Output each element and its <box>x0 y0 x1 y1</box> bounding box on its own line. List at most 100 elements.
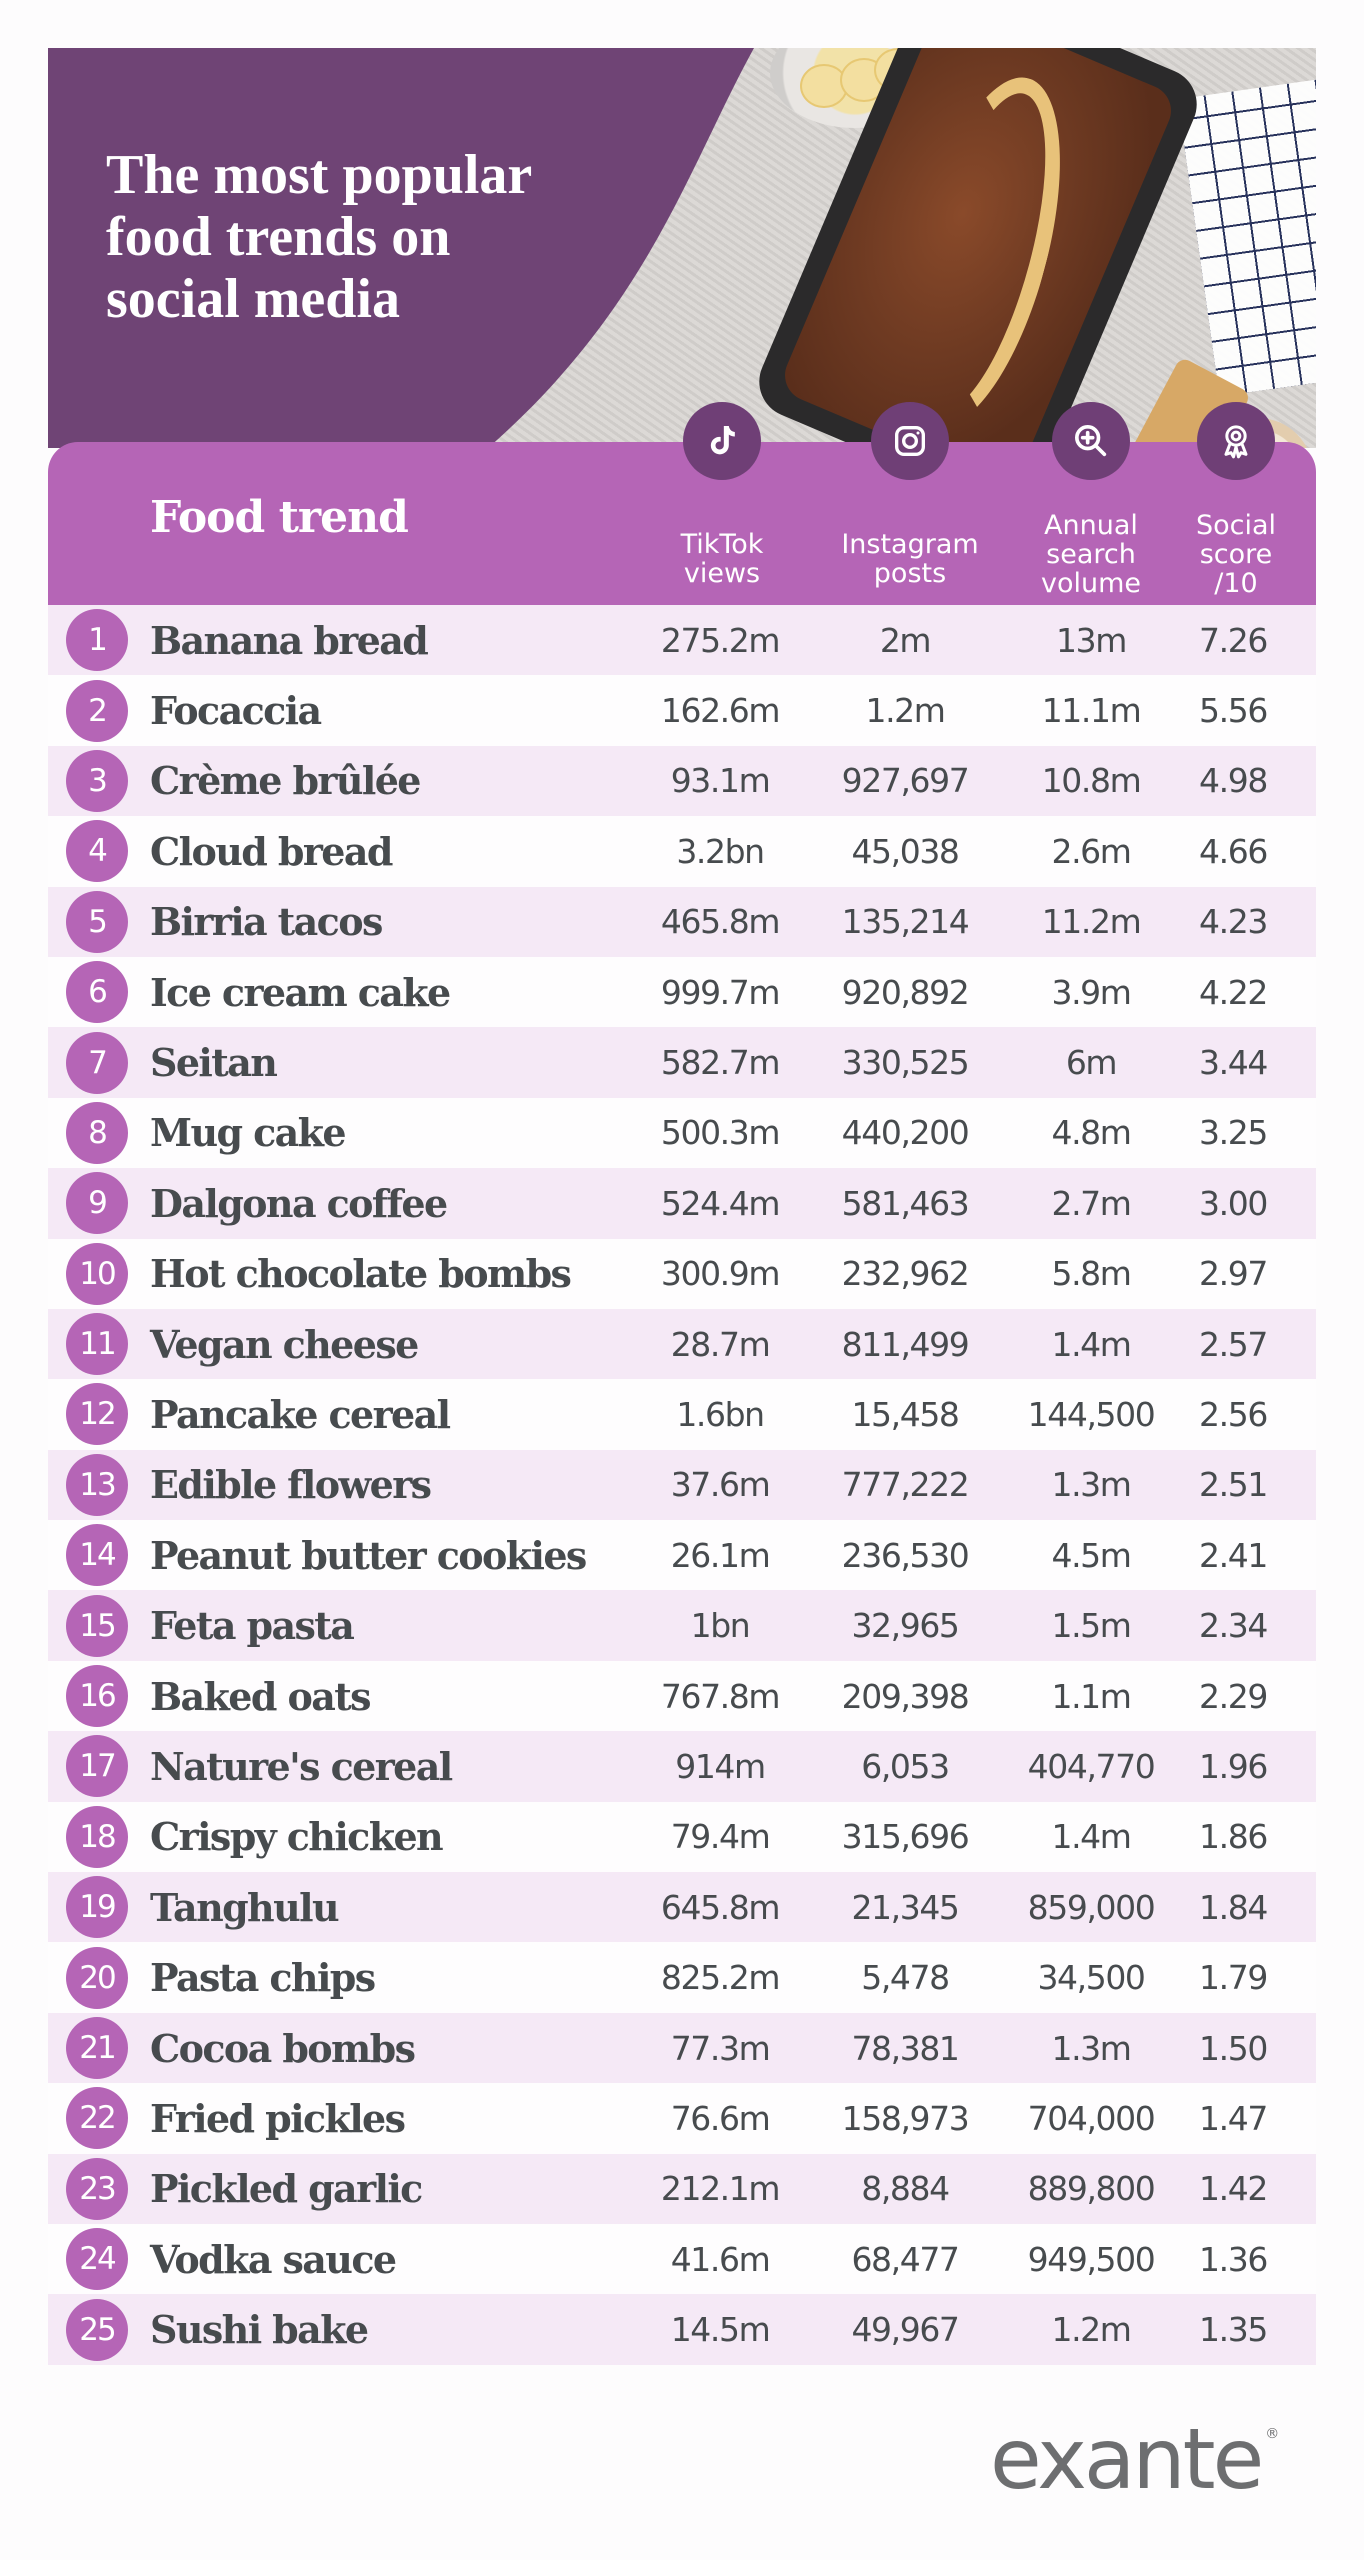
annual-search-volume: 859,000 <box>1027 1887 1156 1927</box>
tiktok-views: 524.4m <box>660 1183 781 1223</box>
rank-badge: 2 <box>66 679 128 742</box>
table-row: 17 Nature's cereal 914m 6,053 404,770 1.96 <box>48 1731 1316 1802</box>
award-rosette-icon <box>1197 402 1275 480</box>
food-trend-name: Crispy chicken <box>150 1814 444 1860</box>
food-trend-name: Edible flowers <box>150 1462 432 1508</box>
annual-search-volume: 1.4m <box>1051 1324 1131 1364</box>
annual-search-volume: 144,500 <box>1027 1394 1156 1434</box>
rank-badge: 21 <box>66 2017 128 2079</box>
table-row: 18 Crispy chicken 79.4m 315,696 1.4m 1.86 <box>48 1801 1316 1873</box>
instagram-posts: 68,477 <box>851 2239 959 2279</box>
table-row: 16 Baked oats 767.8m 209,398 1.1m 2.29 <box>48 1660 1316 1732</box>
hero-banner: The most popular food trends on social m… <box>48 48 1316 448</box>
rank-badge: 23 <box>66 2157 128 2220</box>
tiktok-views: 999.7m <box>660 972 781 1012</box>
tiktok-views: 1.6bn <box>676 1394 765 1434</box>
rank-badge: 13 <box>66 1453 128 1516</box>
header-line: Annual <box>1044 510 1138 541</box>
rank-badge: 6 <box>66 961 128 1024</box>
rank-badge: 25 <box>66 2298 128 2361</box>
tiktok-views: 26.1m <box>670 1535 771 1575</box>
food-trend-name: Vodka sauce <box>150 2236 397 2282</box>
social-score: 2.51 <box>1199 1465 1268 1505</box>
table-row: 19 Tanghulu 645.8m 21,345 859,000 1.84 <box>48 1872 1316 1943</box>
table-row: 15 Feta pasta 1bn 32,965 1.5m 2.34 <box>48 1590 1316 1661</box>
tiktok-icon <box>683 402 761 480</box>
rank-badge: 3 <box>66 749 128 812</box>
column-header-search-volume: Annual search volume <box>1026 402 1156 598</box>
header-line: posts <box>873 558 947 589</box>
tiktok-views: 28.7m <box>670 1324 771 1364</box>
rank-badge: 1 <box>66 609 128 672</box>
table-row: 23 Pickled garlic 212.1m 8,884 889,800 1.42 <box>48 2153 1316 2224</box>
instagram-posts: 49,967 <box>851 2310 959 2350</box>
annual-search-volume: 949,500 <box>1027 2239 1156 2279</box>
annual-search-volume: 1.3m <box>1051 2028 1131 2068</box>
annual-search-volume: 34,500 <box>1037 1958 1145 1998</box>
social-score: 1.35 <box>1199 2310 1268 2350</box>
header-line: Instagram <box>841 529 979 560</box>
header-line: volume <box>1040 568 1142 599</box>
rank-badge: 4 <box>66 820 128 883</box>
annual-search-volume: 1.3m <box>1051 1465 1131 1505</box>
tiktok-views: 212.1m <box>660 2169 781 2209</box>
annual-search-volume: 2.6m <box>1051 831 1131 871</box>
social-score: 5.56 <box>1199 691 1268 731</box>
instagram-posts: 232,962 <box>841 1254 970 1294</box>
social-score: 1.50 <box>1199 2028 1268 2068</box>
social-score: 7.26 <box>1199 620 1268 660</box>
annual-search-volume: 11.2m <box>1041 902 1142 942</box>
tiktok-views: 825.2m <box>660 1958 781 1998</box>
registered-mark: ® <box>1265 2426 1280 2442</box>
instagram-posts: 5,478 <box>861 1958 950 1998</box>
table-body: 1 Banana bread 275.2m 2m 13m 7.26 2 Focaccia 162… <box>48 605 1316 2365</box>
social-score: 1.79 <box>1199 1958 1268 1998</box>
page-title: The most popular food trends on social m… <box>106 144 666 330</box>
annual-search-volume: 10.8m <box>1041 761 1142 801</box>
table-row: 13 Edible flowers 37.6m 777,222 1.3m 2.51 <box>48 1449 1316 1521</box>
header-line: /10 <box>1214 568 1258 599</box>
rank-badge: 16 <box>66 1665 128 1728</box>
annual-search-volume: 13m <box>1056 620 1127 660</box>
food-trend-name: Crème brûlée <box>150 758 421 804</box>
table-header: Food trend TikTok views Instagram posts <box>48 402 1316 605</box>
social-score: 3.25 <box>1199 1113 1268 1153</box>
tiktok-views: 76.6m <box>670 2098 771 2138</box>
table-row: 5 Birria tacos 465.8m 135,214 11.2m 4.23 <box>48 886 1316 957</box>
food-trend-name: Pasta chips <box>150 1955 376 2001</box>
instagram-icon <box>871 402 949 480</box>
table-row: 8 Mug cake 500.3m 440,200 4.8m 3.25 <box>48 1097 1316 1169</box>
food-trend-name: Pancake cereal <box>150 1391 451 1437</box>
food-trend-name: Baked oats <box>150 1673 372 1719</box>
rank-badge: 19 <box>66 1876 128 1939</box>
social-score: 1.86 <box>1199 1817 1268 1857</box>
header-line: views <box>683 558 761 589</box>
annual-search-volume: 2.7m <box>1051 1183 1131 1223</box>
column-header-tiktok: TikTok views <box>660 402 784 588</box>
annual-search-volume: 704,000 <box>1027 2098 1156 2138</box>
social-score: 3.44 <box>1199 1043 1268 1083</box>
exante-logo: exante ® <box>990 2410 1279 2508</box>
annual-search-volume: 1.2m <box>1051 2310 1131 2350</box>
instagram-posts: 920,892 <box>841 972 970 1012</box>
rank-badge: 7 <box>66 1031 128 1094</box>
instagram-posts: 158,973 <box>841 2098 970 2138</box>
tiktok-views: 300.9m <box>660 1254 781 1294</box>
instagram-posts: 440,200 <box>841 1113 970 1153</box>
table-row: 7 Seitan 582.7m 330,525 6m 3.44 <box>48 1027 1316 1098</box>
rank-badge: 8 <box>66 1101 128 1164</box>
annual-search-volume: 5.8m <box>1051 1254 1131 1294</box>
tiktok-views: 767.8m <box>660 1676 781 1716</box>
instagram-posts: 315,696 <box>841 1817 970 1857</box>
tiktok-views: 93.1m <box>670 761 771 801</box>
rank-badge: 18 <box>66 1805 128 1868</box>
food-trend-name: Ice cream cake <box>150 969 451 1015</box>
tiktok-views: 14.5m <box>670 2310 771 2350</box>
social-score: 2.97 <box>1199 1254 1268 1294</box>
social-score: 1.96 <box>1199 1746 1268 1786</box>
tiktok-views: 77.3m <box>670 2028 771 2068</box>
instagram-posts: 6,053 <box>861 1746 950 1786</box>
social-score: 2.29 <box>1199 1676 1268 1716</box>
search-plus-icon <box>1052 402 1130 480</box>
instagram-posts: 45,038 <box>851 831 959 871</box>
